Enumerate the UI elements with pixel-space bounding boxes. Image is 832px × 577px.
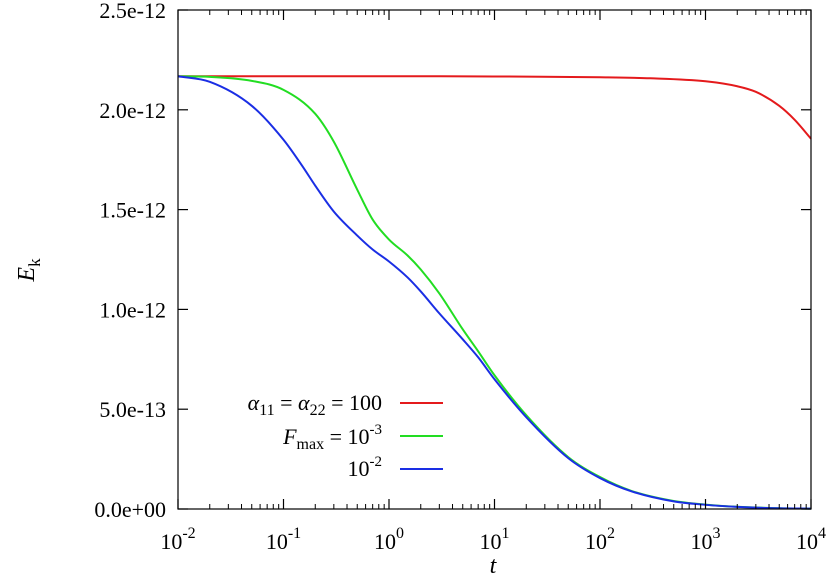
x-tick-label-6: 104 (796, 525, 826, 554)
y-axis-title: Ek (14, 258, 44, 283)
x-tick-label-0: 10-2 (160, 525, 195, 554)
legend-label-1: α11 = α22 = 100 (248, 390, 382, 419)
y-tick-label-3: 1.5e-12 (99, 198, 166, 223)
series-line-1 (178, 75, 812, 140)
series-line-3 (177, 75, 812, 510)
plot-frame (177, 9, 812, 510)
y-tick-label-4: 2.0e-12 (99, 98, 166, 123)
labels-layer: 10-2 10-1 100 101 102 103 104 0.0e+00 5.0e-13 1.0… (94, 0, 826, 554)
legend-label-2: Fmax = 10-3 (282, 422, 382, 453)
x-axis-title: t (490, 553, 498, 577)
y-tick-label-0: 0.0e+00 (94, 497, 166, 522)
x-tick-label-3: 101 (480, 525, 510, 554)
series-layer (177, 75, 812, 510)
x-tick-label-5: 103 (691, 525, 721, 554)
legend-label-3: 10-2 (348, 454, 383, 481)
x-tick-label-4: 102 (585, 525, 615, 554)
y-tick-label-5: 2.5e-12 (99, 0, 166, 23)
legend-entry-3: 10-2 (348, 454, 443, 481)
x-tick-label-2: 100 (374, 525, 404, 554)
legend: α11 = α22 = 100 Fmax = 10-3 10-2 (248, 390, 443, 481)
legend-entry-1: α11 = α22 = 100 (248, 390, 443, 419)
y-tick-label-2: 1.0e-12 (99, 297, 166, 322)
y-axis-title-sub: k (25, 258, 44, 267)
y-tick-label-1: 5.0e-13 (99, 397, 166, 422)
legend-entry-2: Fmax = 10-3 (282, 422, 443, 453)
y-axis-title-main: E (14, 267, 40, 283)
x-tick-label-1: 10-1 (266, 525, 301, 554)
